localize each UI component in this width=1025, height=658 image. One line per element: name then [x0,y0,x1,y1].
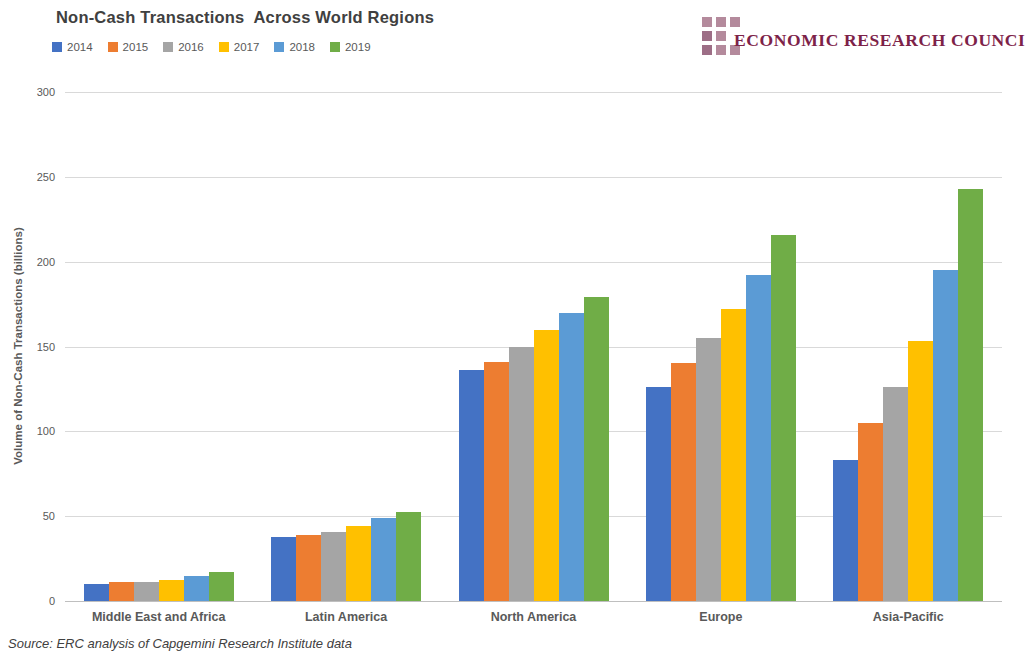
plot-area: 050100150200250300Middle East and Africa… [0,0,1025,658]
bar-2016-middle-east-and-africa [134,582,159,601]
bar-2015-north-america [484,362,509,601]
bar-2018-asia-pacific [933,270,958,601]
bar-2015-latin-america [296,535,321,601]
bar-2016-asia-pacific [883,387,908,601]
bar-2016-europe [696,338,721,601]
bar-2014-europe [646,387,671,601]
bar-2019-north-america [584,297,609,601]
gridline-200 [65,262,1002,263]
bar-2014-middle-east-and-africa [84,584,109,601]
bar-2014-asia-pacific [833,460,858,601]
bar-2017-middle-east-and-africa [159,580,184,601]
x-category-label-north-america: North America [440,610,627,624]
bar-2017-latin-america [346,526,371,601]
gridline-250 [65,177,1002,178]
bar-2018-north-america [559,313,584,601]
bar-2018-middle-east-and-africa [184,576,209,601]
x-category-label-asia-pacific: Asia-Pacific [815,610,1002,624]
bar-2016-latin-america [321,532,346,601]
bar-2019-latin-america [396,512,421,601]
bar-2014-north-america [459,370,484,601]
y-tick-label-300: 300 [15,86,55,98]
bar-2015-europe [671,363,696,601]
bar-2016-north-america [509,347,534,602]
bar-2018-latin-america [371,518,396,601]
bar-2017-north-america [534,330,559,601]
bar-2019-europe [771,235,796,601]
x-axis-line [65,601,1002,602]
y-axis-title: Volume of Non-Cash Transactions (billion… [12,206,24,486]
y-tick-label-0: 0 [15,595,55,607]
chart-page: Non-Cash Transactions Across World Regio… [0,0,1025,658]
y-tick-label-250: 250 [15,171,55,183]
bar-2017-europe [721,309,746,601]
bar-2015-middle-east-and-africa [109,582,134,601]
x-category-label-europe: Europe [627,610,814,624]
x-category-label-middle-east-and-africa: Middle East and Africa [65,610,252,624]
bar-2015-asia-pacific [858,423,883,601]
bar-2017-asia-pacific [908,341,933,601]
gridline-300 [65,92,1002,93]
bar-2019-asia-pacific [958,189,983,601]
source-note: Source: ERC analysis of Capgemini Resear… [8,636,352,651]
x-category-label-latin-america: Latin America [252,610,439,624]
y-tick-label-50: 50 [15,510,55,522]
bar-2014-latin-america [271,537,296,601]
bar-2019-middle-east-and-africa [209,572,234,601]
bar-2018-europe [746,275,771,601]
